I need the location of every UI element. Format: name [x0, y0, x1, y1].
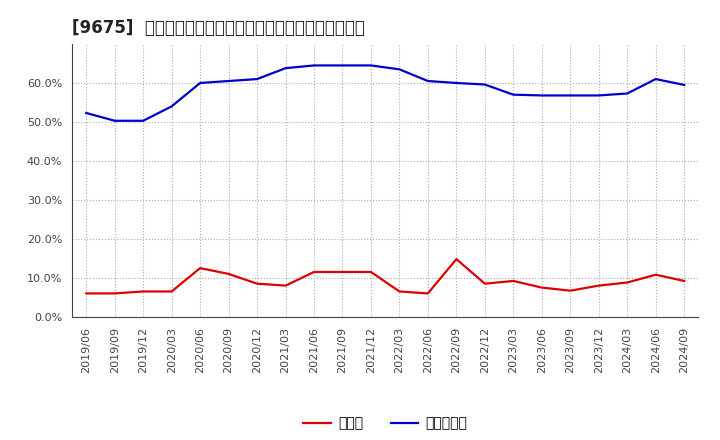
- 有利子負債: [680, 82, 688, 88]
- 現頴金: [282, 283, 290, 288]
- 現頴金: [110, 291, 119, 296]
- 有利子負債: [167, 104, 176, 109]
- 有利子負債: [338, 63, 347, 68]
- 現頴金: [338, 269, 347, 275]
- 有利子負債: [110, 118, 119, 123]
- 現頴金: [623, 280, 631, 285]
- 現頴金: [395, 289, 404, 294]
- 現頴金: [82, 291, 91, 296]
- 有利子負債: [366, 63, 375, 68]
- 有利子負債: [623, 91, 631, 96]
- 現頴金: [167, 289, 176, 294]
- 現頴金: [253, 281, 261, 286]
- 有利子負債: [423, 78, 432, 84]
- 現頴金: [537, 285, 546, 290]
- 有利子負債: [310, 63, 318, 68]
- 現頴金: [595, 283, 603, 288]
- 有利子負債: [537, 93, 546, 98]
- Line: 現頴金: 現頴金: [86, 259, 684, 293]
- 現頴金: [196, 265, 204, 271]
- 有利子負債: [452, 81, 461, 86]
- 有利子負債: [652, 77, 660, 82]
- 有利子負債: [225, 78, 233, 84]
- 現頴金: [225, 271, 233, 277]
- Legend: 現頴金, 有利子負債: 現頴金, 有利子負債: [297, 411, 473, 436]
- 有利子負債: [395, 67, 404, 72]
- 現頴金: [310, 269, 318, 275]
- 有利子負債: [139, 118, 148, 123]
- 有利子負債: [595, 93, 603, 98]
- 現頴金: [652, 272, 660, 277]
- 現頴金: [366, 269, 375, 275]
- 有利子負債: [509, 92, 518, 97]
- 有利子負債: [253, 77, 261, 82]
- 現頴金: [423, 291, 432, 296]
- 有利子負債: [196, 81, 204, 86]
- Line: 有利子負債: 有利子負債: [86, 66, 684, 121]
- 現頴金: [139, 289, 148, 294]
- 現頴金: [509, 279, 518, 284]
- 有利子負債: [282, 66, 290, 71]
- 有利子負債: [566, 93, 575, 98]
- 有利子負債: [82, 110, 91, 116]
- 現頴金: [452, 257, 461, 262]
- 現頴金: [480, 281, 489, 286]
- Text: [9675]  現頴金、有利子負債の総資産に対する比率の推移: [9675] 現頴金、有利子負債の総資産に対する比率の推移: [72, 19, 365, 37]
- 現頴金: [566, 288, 575, 293]
- 現頴金: [680, 279, 688, 284]
- 有利子負債: [480, 82, 489, 87]
